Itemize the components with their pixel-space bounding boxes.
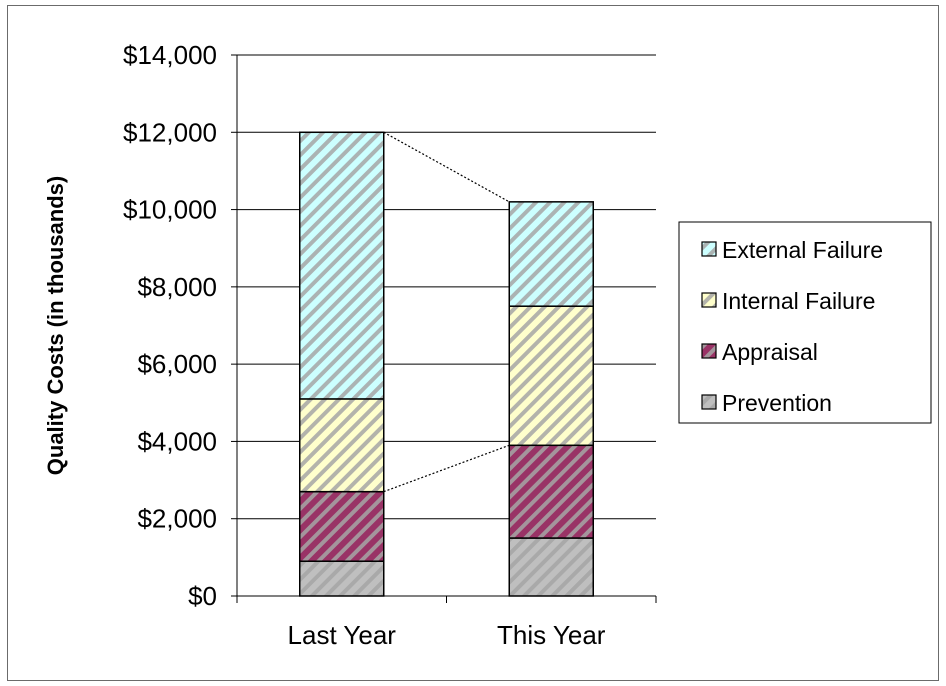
y-axis-label: Quality Costs (in thousands)	[43, 176, 68, 475]
legend-box	[678, 221, 932, 424]
legend-label-prevention: Prevention	[722, 390, 832, 416]
y-tick-label: $2,000	[137, 504, 217, 534]
y-tick-label: $0	[188, 581, 217, 611]
bar-internal-failure-last-year	[299, 398, 385, 493]
legend-label-external-failure: External Failure	[722, 237, 883, 263]
bar-appraisal-this-year	[508, 444, 594, 539]
legend-swatch-external-failure	[701, 241, 717, 257]
legend-swatch-appraisal	[701, 343, 717, 359]
bar-internal-failure-this-year	[508, 305, 594, 447]
y-tick-label: $10,000	[123, 195, 217, 225]
y-tick-label: $6,000	[137, 349, 217, 379]
series-connector-external-failure	[383, 131, 510, 203]
bar-prevention-this-year	[508, 537, 594, 597]
bar-external-failure-this-year	[508, 201, 594, 307]
legend-label-appraisal: Appraisal	[722, 339, 818, 365]
legend-label-internal-failure: Internal Failure	[722, 288, 875, 314]
y-tick-label: $12,000	[123, 117, 217, 147]
legend: External Failure Internal Failure Appraisa…	[678, 221, 932, 424]
label-layer: $0 $2,000 $4,000 $6,000 $8,000 $10,000 $12,000…	[43, 40, 606, 650]
series-connector-appraisal	[383, 444, 510, 493]
y-tick-label: $14,000	[123, 40, 217, 70]
x-tick-label: This Year	[497, 620, 606, 650]
bar-external-failure-last-year	[299, 131, 385, 400]
legend-swatch-prevention	[701, 394, 717, 410]
y-tick-label: $8,000	[137, 272, 217, 302]
bar-prevention-last-year	[299, 560, 385, 597]
bar-layer	[299, 131, 594, 597]
x-tick-label: Last Year	[288, 620, 397, 650]
y-tick-label: $4,000	[137, 426, 217, 456]
bar-appraisal-last-year	[299, 490, 385, 562]
connector-layer	[383, 131, 510, 493]
legend-swatch-internal-failure	[701, 292, 717, 308]
chart-frame	[7, 5, 939, 681]
